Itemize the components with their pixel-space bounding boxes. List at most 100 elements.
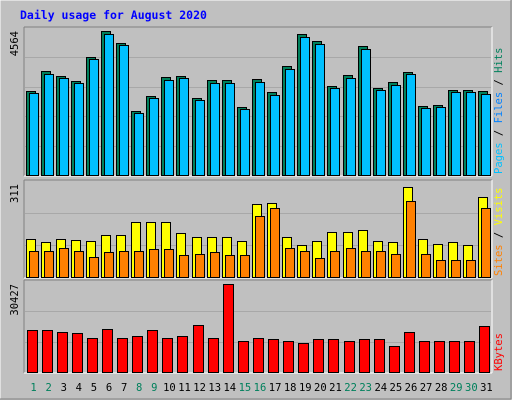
x-tick-label: 18 bbox=[284, 382, 297, 394]
bar-kbytes-kbytes-outline bbox=[344, 341, 355, 373]
bar-kbytes-kbytes-outline bbox=[253, 338, 264, 373]
bar-visits-sites bbox=[104, 252, 114, 278]
bar-kbytes-kbytes bbox=[162, 338, 173, 373]
bar-visits-sites-outline bbox=[391, 254, 401, 278]
bar-kbytes-kbytes-outline bbox=[404, 332, 415, 373]
bar-hits-files bbox=[164, 80, 174, 176]
bar-visits-sites bbox=[346, 248, 356, 278]
bar-kbytes-kbytes-outline bbox=[87, 338, 98, 373]
bar-visits-sites-outline bbox=[421, 254, 431, 278]
bar-visits-sites-fill bbox=[315, 258, 325, 278]
bar-visits-sites-fill bbox=[104, 252, 114, 278]
bar-visits-sites-fill bbox=[225, 255, 235, 278]
bar-hits-files bbox=[240, 109, 250, 176]
bar-hits-files bbox=[376, 90, 386, 176]
side-label-hits: Pages / Files / Hits bbox=[493, 48, 505, 174]
bar-hits-files bbox=[481, 94, 491, 176]
bar-kbytes-kbytes-fill bbox=[434, 341, 445, 373]
bar-visits-sites-fill bbox=[451, 260, 461, 278]
bar-hits-files-fill bbox=[481, 94, 491, 176]
bar-visits-sites-outline bbox=[330, 251, 340, 278]
bar-kbytes-kbytes-fill bbox=[177, 336, 188, 373]
bar-visits-sites-fill bbox=[300, 251, 310, 278]
bar-kbytes-kbytes-outline bbox=[223, 284, 234, 373]
bar-hits-files-outline bbox=[285, 69, 295, 176]
bar-kbytes-kbytes bbox=[268, 339, 279, 373]
bar-hits-files-outline bbox=[421, 108, 431, 176]
bar-hits-files-fill bbox=[436, 107, 446, 176]
side-label-separator: / bbox=[493, 73, 505, 92]
bar-visits-sites bbox=[406, 201, 416, 278]
bar-hits-files-fill bbox=[391, 85, 401, 176]
bar-visits-sites-outline bbox=[149, 249, 159, 278]
bar-visits-sites-fill bbox=[74, 251, 84, 278]
bar-kbytes-kbytes-fill bbox=[57, 332, 68, 373]
bar-hits-files bbox=[104, 34, 114, 176]
bar-kbytes-kbytes-fill bbox=[419, 341, 430, 373]
bar-hits-files-outline bbox=[29, 93, 39, 176]
x-tick-label: 26 bbox=[405, 382, 418, 394]
bar-hits-files-outline bbox=[300, 37, 310, 176]
bar-hits-files-fill bbox=[315, 44, 325, 176]
bar-hits-files-outline bbox=[346, 78, 356, 176]
bar-visits-sites-fill bbox=[179, 255, 189, 278]
bar-kbytes-kbytes-outline bbox=[374, 339, 385, 373]
bar-kbytes-kbytes bbox=[298, 343, 309, 373]
bar-hits-files bbox=[119, 45, 129, 176]
bar-visits-sites-outline bbox=[270, 208, 280, 278]
bar-kbytes-kbytes-outline bbox=[27, 330, 38, 373]
bar-hits-files bbox=[300, 37, 310, 176]
side-label-pages: Pages bbox=[493, 142, 505, 174]
bar-visits-sites bbox=[119, 251, 129, 278]
bar-kbytes-kbytes bbox=[42, 330, 53, 373]
bar-hits-files-fill bbox=[330, 88, 340, 176]
x-tick-label: 13 bbox=[208, 382, 221, 394]
x-tick-label: 2 bbox=[45, 382, 51, 394]
x-tick-label: 30 bbox=[465, 382, 478, 394]
bar-kbytes-kbytes-fill bbox=[72, 333, 83, 373]
bar-hits-files-outline bbox=[59, 78, 69, 176]
bar-hits-files-outline bbox=[179, 78, 189, 176]
bar-kbytes-kbytes bbox=[419, 341, 430, 373]
x-tick-label: 25 bbox=[390, 382, 403, 394]
bar-hits-files-outline bbox=[315, 44, 325, 176]
x-tick-label: 24 bbox=[374, 382, 387, 394]
bar-visits-sites bbox=[74, 251, 84, 278]
bar-hits-files bbox=[466, 92, 476, 176]
bar-kbytes-kbytes-fill bbox=[328, 339, 339, 373]
bar-hits-files bbox=[195, 100, 205, 176]
bar-kbytes-kbytes bbox=[479, 326, 490, 373]
bar-hits-files-outline bbox=[270, 95, 280, 176]
y-max-label-kbytes: 30427 bbox=[9, 284, 21, 316]
bar-visits-sites-outline bbox=[210, 252, 220, 278]
bar-kbytes-kbytes-outline bbox=[102, 329, 113, 373]
side-label-visits: Sites / Visits bbox=[493, 187, 505, 276]
bar-visits-sites-fill bbox=[436, 260, 446, 278]
bar-hits-files-outline bbox=[119, 45, 129, 176]
bar-hits-files-fill bbox=[346, 78, 356, 176]
bar-hits-files-fill bbox=[149, 98, 159, 176]
bar-visits-sites-outline bbox=[315, 258, 325, 278]
x-tick-label: 21 bbox=[329, 382, 342, 394]
bar-visits-sites-outline bbox=[451, 260, 461, 278]
bar-hits-files bbox=[361, 49, 371, 176]
x-tick-label: 10 bbox=[163, 382, 176, 394]
bar-visits-sites bbox=[285, 248, 295, 278]
x-tick-label: 9 bbox=[151, 382, 157, 394]
bar-visits-sites bbox=[179, 255, 189, 278]
bar-visits-sites-outline bbox=[29, 251, 39, 278]
bar-hits-files-outline bbox=[164, 80, 174, 176]
bar-kbytes-kbytes-fill bbox=[193, 325, 204, 373]
bar-visits-sites bbox=[240, 255, 250, 278]
bar-visits-sites-fill bbox=[391, 254, 401, 278]
bar-visits-sites bbox=[89, 257, 99, 278]
bar-kbytes-kbytes-fill bbox=[404, 332, 415, 373]
bar-visits-sites-fill bbox=[195, 254, 205, 278]
bar-hits-files bbox=[406, 74, 416, 176]
bar-visits-sites-fill bbox=[89, 257, 99, 278]
bar-visits-sites bbox=[29, 251, 39, 278]
bar-kbytes-kbytes-outline bbox=[147, 330, 158, 373]
bar-visits-sites bbox=[421, 254, 431, 278]
x-tick-label: 31 bbox=[480, 382, 493, 394]
